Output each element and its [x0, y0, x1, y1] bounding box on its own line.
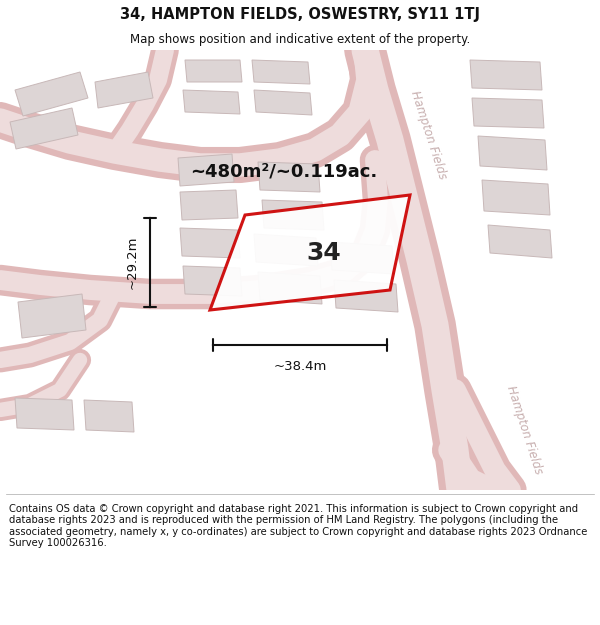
- Polygon shape: [185, 60, 242, 82]
- Text: Map shows position and indicative extent of the property.: Map shows position and indicative extent…: [130, 32, 470, 46]
- Polygon shape: [472, 98, 544, 128]
- Polygon shape: [330, 242, 394, 274]
- Polygon shape: [482, 180, 550, 215]
- Polygon shape: [84, 400, 134, 432]
- Polygon shape: [178, 154, 234, 186]
- Polygon shape: [258, 272, 322, 304]
- Text: ~480m²/~0.119ac.: ~480m²/~0.119ac.: [190, 163, 377, 181]
- Polygon shape: [210, 195, 410, 310]
- Polygon shape: [254, 90, 312, 115]
- Polygon shape: [15, 398, 74, 430]
- Polygon shape: [262, 200, 324, 230]
- Text: Contains OS data © Crown copyright and database right 2021. This information is : Contains OS data © Crown copyright and d…: [9, 504, 587, 548]
- Polygon shape: [252, 60, 310, 84]
- Text: ~38.4m: ~38.4m: [274, 361, 326, 374]
- Polygon shape: [18, 294, 86, 338]
- Polygon shape: [470, 60, 542, 90]
- Text: Hampton Fields: Hampton Fields: [503, 384, 544, 476]
- Polygon shape: [488, 225, 552, 258]
- Text: ~29.2m: ~29.2m: [125, 236, 139, 289]
- Polygon shape: [10, 108, 78, 149]
- Polygon shape: [258, 162, 320, 192]
- Polygon shape: [334, 280, 398, 312]
- Polygon shape: [180, 228, 240, 258]
- Polygon shape: [254, 234, 318, 266]
- Polygon shape: [180, 190, 238, 220]
- Polygon shape: [478, 136, 547, 170]
- Polygon shape: [95, 72, 153, 108]
- Polygon shape: [15, 72, 88, 116]
- Polygon shape: [183, 90, 240, 114]
- Text: Hampton Fields: Hampton Fields: [407, 89, 448, 181]
- Text: 34, HAMPTON FIELDS, OSWESTRY, SY11 1TJ: 34, HAMPTON FIELDS, OSWESTRY, SY11 1TJ: [120, 6, 480, 21]
- Text: 34: 34: [307, 241, 341, 264]
- Polygon shape: [183, 266, 242, 296]
